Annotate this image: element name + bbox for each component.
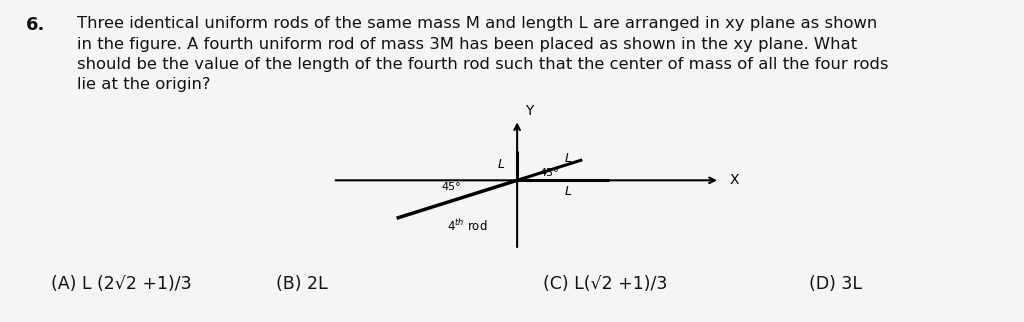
Text: L: L — [564, 185, 571, 197]
Text: (C) L(√2 +1)/3: (C) L(√2 +1)/3 — [543, 275, 667, 293]
Text: Y: Y — [525, 104, 534, 118]
Text: X: X — [729, 173, 738, 187]
Text: Three identical uniform rods of the same mass M and length L are arranged in xy : Three identical uniform rods of the same… — [77, 16, 888, 92]
Text: L: L — [564, 152, 571, 166]
Text: L: L — [498, 158, 505, 171]
Text: (A) L (2√2 +1)/3: (A) L (2√2 +1)/3 — [51, 275, 191, 293]
Text: $4^{th}$ rod: $4^{th}$ rod — [447, 218, 488, 234]
Text: 45°: 45° — [540, 168, 559, 178]
Text: 45°: 45° — [441, 182, 461, 192]
Text: (B) 2L: (B) 2L — [276, 275, 328, 293]
Text: (D) 3L: (D) 3L — [809, 275, 862, 293]
Text: 6.: 6. — [26, 16, 45, 34]
